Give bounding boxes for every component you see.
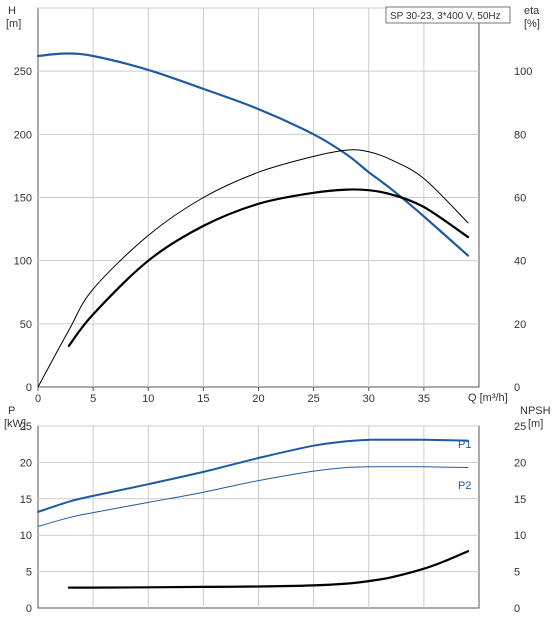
bottom-left-axis-name: P (8, 405, 15, 417)
top-ticks: 0 5 10 15 20 25 30 35 0 50 100 150 200 250 0 20 40 60 80 10… (14, 66, 533, 405)
x-tick-label: 25 (308, 393, 320, 405)
bottom-series-line-2 (67, 550, 470, 589)
bottom-right-tick-label: 20 (514, 457, 526, 469)
top-series-line-2 (67, 188, 470, 347)
top-left-tick-label: 50 (20, 319, 32, 331)
bottom-series (37, 438, 470, 589)
x-tick-label: 0 (35, 393, 41, 405)
x-axis-label: Q [m³/h] (468, 392, 508, 404)
top-left-axis-unit: [m] (6, 18, 21, 30)
bottom-right-tick-label: 15 (514, 494, 526, 506)
series-label-p1: P1 (458, 439, 471, 451)
top-right-tick-label: 0 (514, 382, 520, 394)
top-left-tick-label: 200 (14, 129, 32, 141)
top-left-tick-label: 150 (14, 193, 32, 205)
top-series-line-0 (36, 52, 470, 257)
bottom-grid (38, 425, 479, 608)
top-right-tick-label: 80 (514, 129, 526, 141)
chart-title: SP 30-23, 3*400 V, 50Hz (390, 11, 501, 22)
top-right-axis-unit: [%] (524, 18, 540, 30)
top-series-line-1 (37, 149, 469, 388)
x-tick-label: 10 (142, 393, 154, 405)
title-box (385, 6, 511, 24)
bottom-left-tick-label: 25 (20, 421, 32, 433)
bottom-left-axis-unit: [kW] (4, 418, 26, 430)
top-right-tick-label: 40 (514, 256, 526, 268)
bottom-right-tick-label: 5 (514, 567, 520, 579)
top-right-axis-name: eta (524, 5, 540, 17)
series-label-p2: P2 (458, 480, 471, 492)
bottom-right-axis-unit: [m] (528, 418, 543, 430)
bottom-ticks: 0 5 10 15 20 25 0 5 10 15 20 25 (20, 421, 527, 615)
bottom-series-line-1 (37, 466, 469, 527)
bottom-left-tick-label: 10 (20, 530, 32, 542)
top-right-tick-label: 60 (514, 193, 526, 205)
x-tick-label: 35 (418, 393, 430, 405)
bottom-right-axis-name: NPSH (520, 405, 551, 417)
top-right-tick-label: 100 (514, 66, 532, 78)
bottom-right-tick-label: 10 (514, 530, 526, 542)
bottom-right-tick-label: 25 (514, 421, 526, 433)
top-left-axis-name: H (8, 5, 16, 17)
bottom-series-line-0 (37, 438, 469, 513)
bottom-left-tick-label: 5 (26, 567, 32, 579)
top-left-tick-label: 0 (26, 382, 32, 394)
top-right-tick-label: 20 (514, 319, 526, 331)
bottom-left-tick-label: 20 (20, 457, 32, 469)
top-series (36, 52, 470, 388)
x-tick-label: 15 (197, 393, 209, 405)
x-tick-label: 20 (252, 393, 264, 405)
x-tick-label: 30 (363, 393, 375, 405)
top-chart: 0 5 10 15 20 25 30 35 0 50 100 150 200 250 0 20 40 60 80 10… (6, 5, 540, 405)
bottom-left-tick-label: 15 (20, 494, 32, 506)
bottom-left-tick-label: 0 (26, 603, 32, 615)
bottom-right-tick-label: 0 (514, 603, 520, 615)
top-left-tick-label: 250 (14, 66, 32, 78)
x-tick-label: 5 (90, 393, 96, 405)
top-grid (38, 7, 479, 387)
top-left-tick-label: 100 (14, 256, 32, 268)
